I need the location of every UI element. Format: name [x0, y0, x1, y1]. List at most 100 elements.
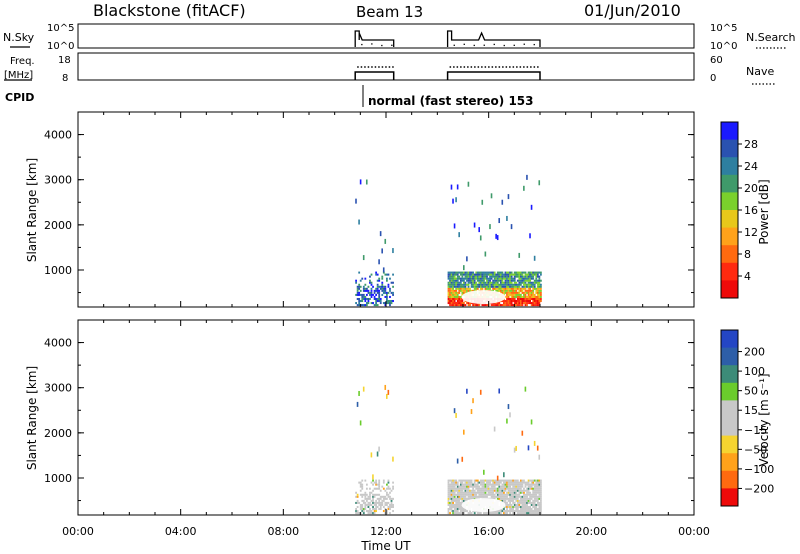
velocity-cell: [504, 512, 507, 515]
power-cell: [515, 283, 518, 286]
velocity-cell: [518, 503, 521, 506]
power-cell: [524, 277, 527, 280]
power-cell: [455, 295, 458, 298]
power-cell: [518, 289, 521, 292]
power-cell: [476, 275, 479, 278]
power-cell: [489, 287, 491, 290]
velocity-colorbar-tick: −50: [744, 443, 767, 456]
velocity-cell: [515, 483, 518, 486]
velocity-cell: [513, 481, 516, 484]
velocity-cell: [512, 497, 515, 500]
power-cell: [378, 279, 381, 282]
power-cell: [392, 273, 394, 276]
velocity-cell: [530, 508, 533, 511]
power-cell: [372, 302, 374, 305]
power-cell: [510, 277, 513, 280]
velocity-cell: [389, 495, 391, 498]
power-cell: [449, 283, 451, 286]
velocity-cell: [538, 501, 541, 504]
power-cell: [538, 297, 541, 301]
power-cell: [481, 279, 484, 282]
velocity-cell: [532, 505, 535, 509]
velocity-cell: [475, 491, 478, 494]
power-cell: [529, 287, 532, 290]
power-cell: [467, 271, 470, 274]
power-cell: [509, 304, 511, 307]
velocity-cell: [486, 483, 488, 486]
power-cell: [389, 287, 391, 290]
power-cell: [384, 289, 387, 292]
power-cell: [512, 304, 515, 307]
velocity-cell: [492, 485, 495, 488]
power-cell: [532, 271, 535, 274]
velocity-cell: [478, 487, 481, 490]
velocity-cell: [529, 501, 532, 504]
power-cell: [529, 281, 532, 284]
power-cell: [487, 277, 490, 280]
velocity-cell: [498, 479, 501, 482]
power-cell: [481, 285, 484, 288]
power-cell: [521, 285, 524, 288]
power-cell: [369, 293, 371, 296]
velocity-cell: [478, 491, 481, 494]
power-cell: [473, 287, 476, 290]
velocity-cell: [456, 505, 459, 509]
power-cell: [447, 295, 450, 298]
power-cell: [519, 277, 522, 280]
power-cell: [483, 304, 485, 307]
velocity-cell: [483, 469, 485, 475]
velocity-cell: [356, 505, 359, 509]
power-cell: [501, 283, 504, 286]
velocity-cell: [458, 479, 461, 482]
velocity-cell: [527, 497, 530, 500]
power-cell: [369, 279, 371, 282]
velocity-cell: [470, 409, 473, 415]
velocity-cell: [369, 493, 371, 496]
power-cell: [489, 271, 491, 274]
power-cell: [356, 291, 359, 294]
power-cell: [486, 281, 488, 284]
power-cell: [526, 297, 528, 301]
power-cell: [506, 279, 508, 282]
velocity-cell: [373, 510, 376, 513]
velocity-cell: [510, 489, 513, 492]
power-cell: [498, 283, 501, 286]
power-cell: [355, 198, 357, 204]
velocity-colorbar-segment: [721, 330, 738, 349]
power-cell: [506, 289, 508, 292]
power-cell: [510, 293, 513, 296]
power-cell: [524, 285, 527, 288]
velocity-cell: [466, 481, 468, 484]
power-cell: [519, 300, 522, 303]
velocity-cell: [359, 483, 362, 486]
velocity-cell: [521, 508, 524, 511]
power-cell: [518, 297, 521, 301]
velocity-cell: [535, 512, 538, 515]
power-cell: [509, 285, 511, 288]
nsky-label: N.Sky: [3, 31, 35, 44]
power-cell: [459, 304, 462, 307]
power-cell: [507, 285, 510, 288]
power-cell: [466, 277, 468, 280]
power-cell: [450, 271, 453, 274]
power-cell: [498, 279, 501, 282]
power-cell: [507, 281, 510, 284]
velocity-cell: [507, 503, 510, 506]
velocity-cell: [524, 495, 527, 498]
velocity-cell: [509, 481, 511, 484]
power-cell: [518, 300, 521, 303]
power-cell: [529, 300, 532, 303]
power-cell: [364, 283, 367, 286]
velocity-cell: [463, 487, 465, 490]
velocity-cell: [449, 489, 451, 492]
power-cell: [373, 297, 376, 301]
power-cell: [527, 277, 530, 280]
power-cell: [378, 259, 380, 265]
velocity-cell: [518, 510, 521, 513]
power-cell: [523, 293, 525, 296]
power-cell: [538, 304, 541, 307]
power-cell: [459, 279, 462, 282]
power-cell: [527, 289, 530, 292]
velocity-cell: [519, 485, 522, 488]
